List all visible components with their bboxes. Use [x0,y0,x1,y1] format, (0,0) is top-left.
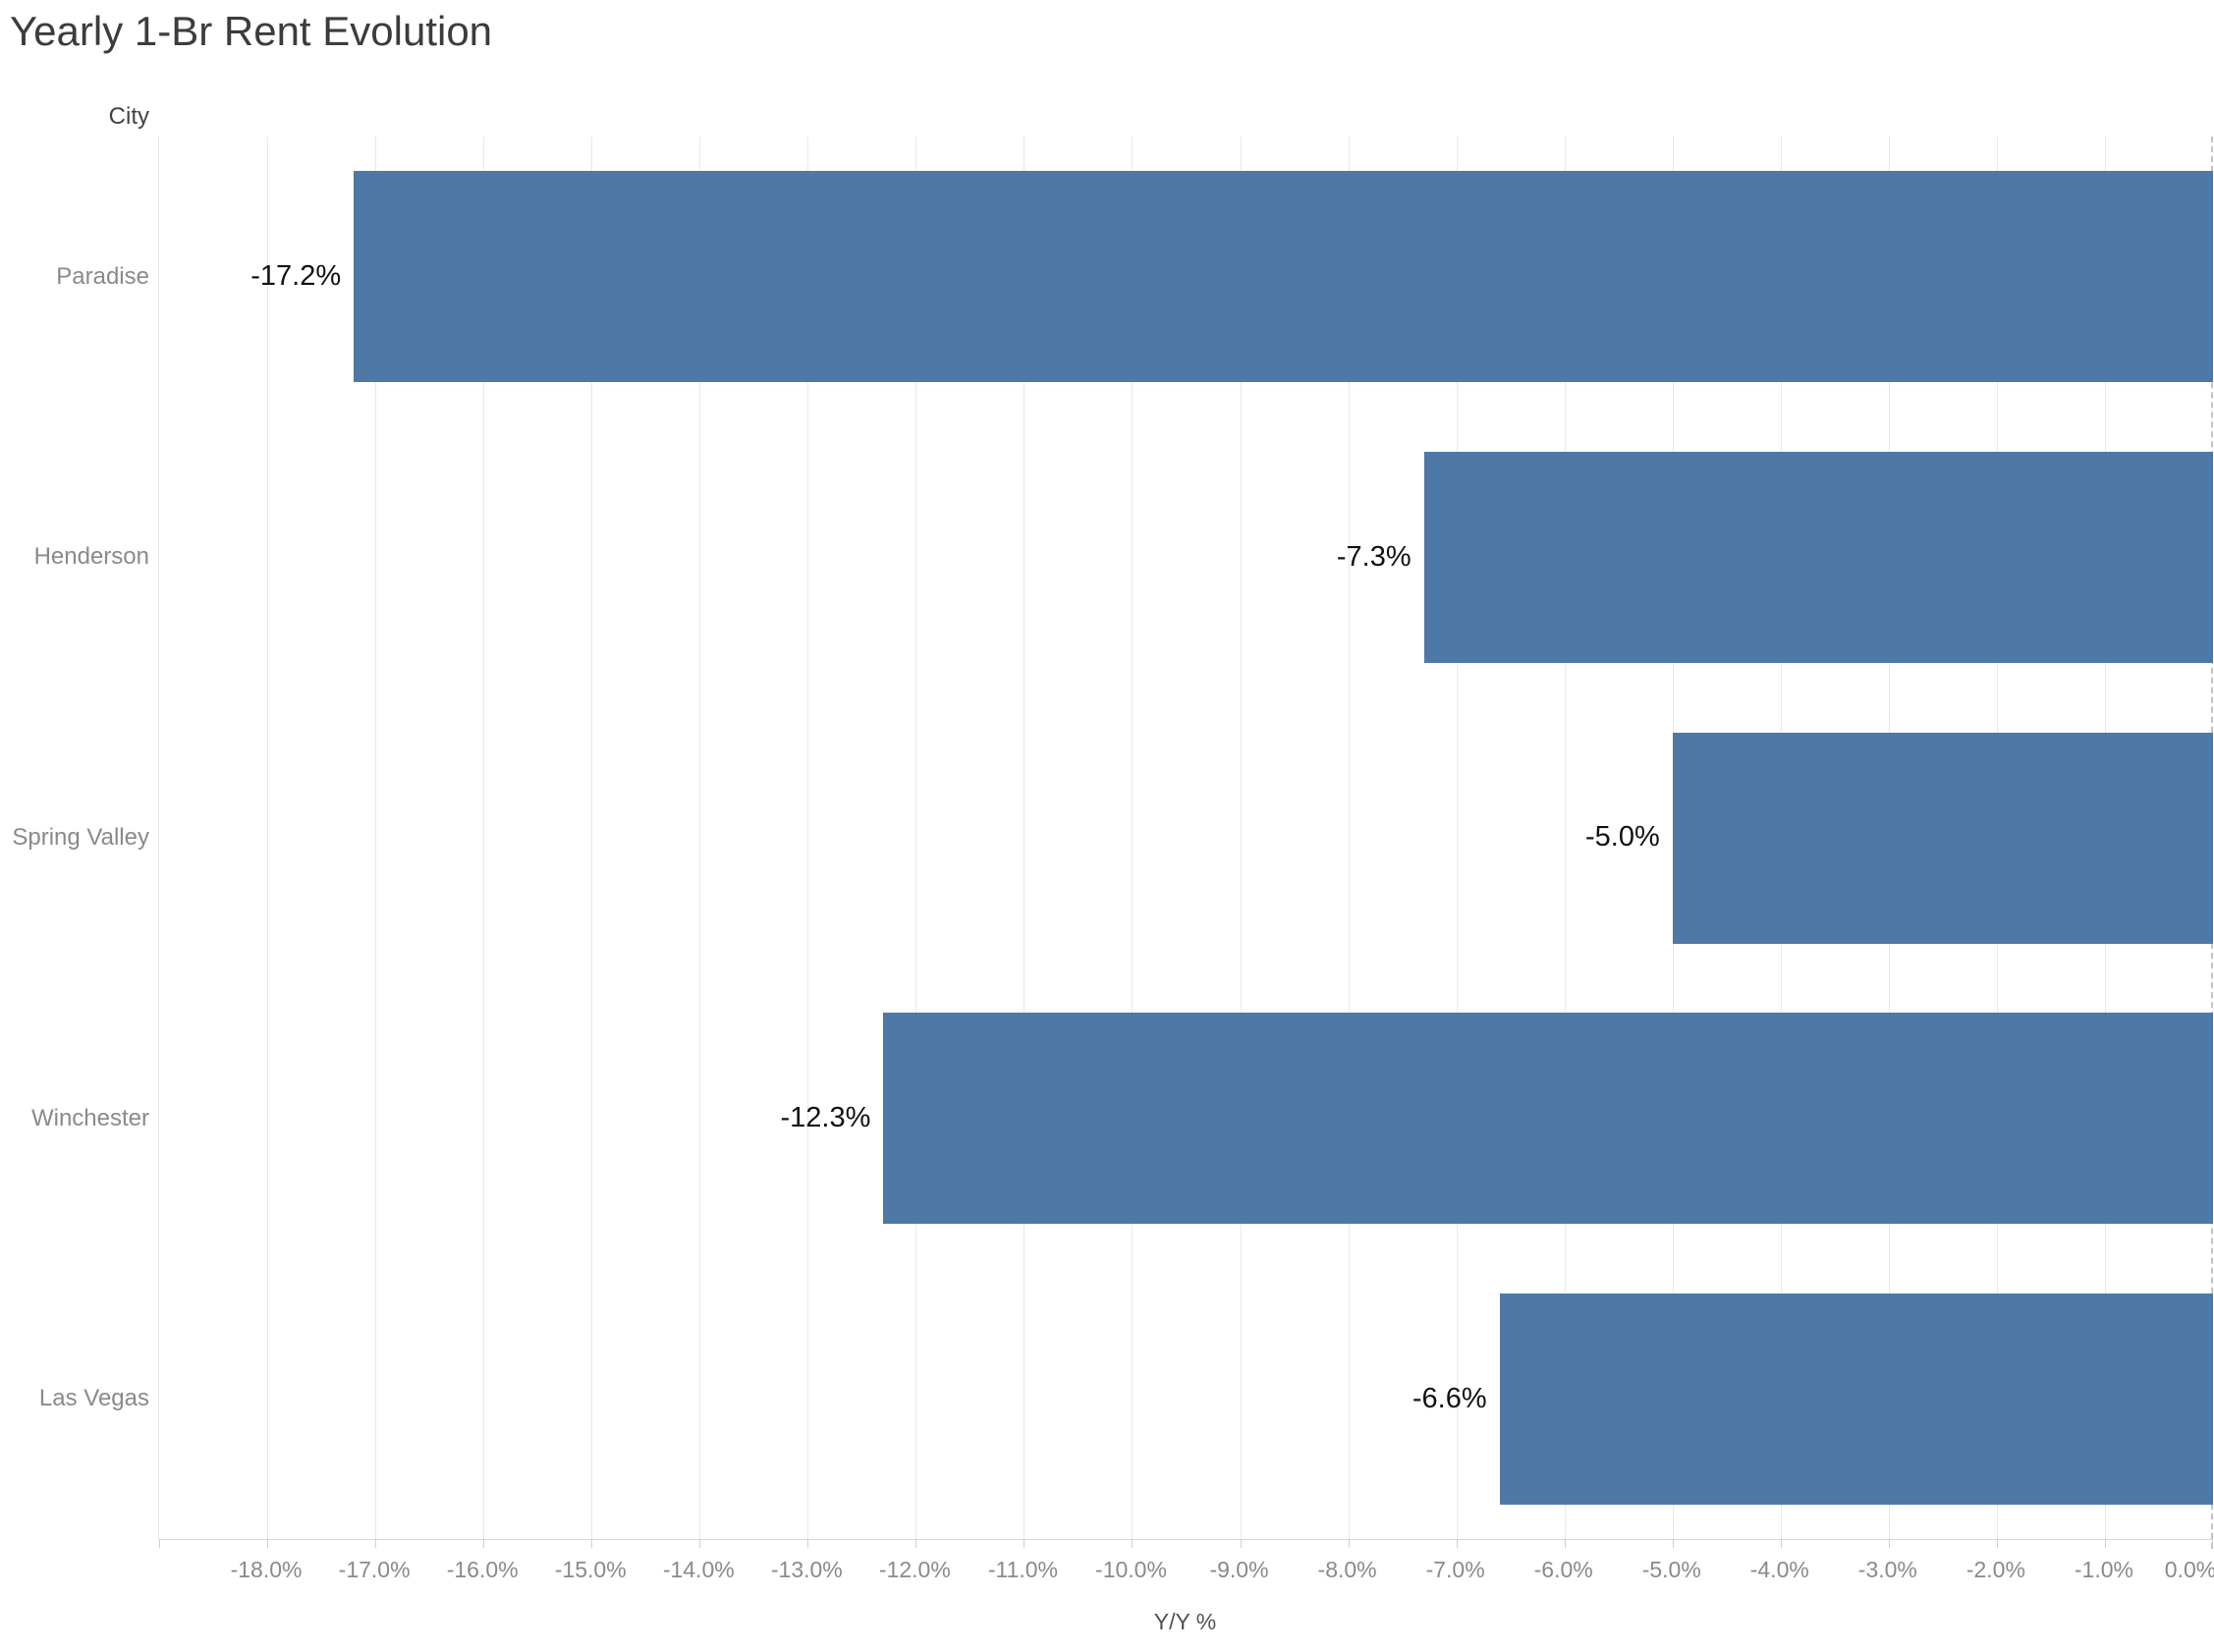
x-axis-tick-label: -10.0% [1095,1557,1167,1582]
bar-winchester[interactable] [883,1013,2213,1225]
gridline [1456,137,1458,1539]
x-axis-tick [1132,1539,1134,1548]
x-axis-tick-label: -3.0% [1857,1557,1917,1582]
bar-value-label: -5.0% [1584,821,1660,854]
x-axis-tick [375,1539,377,1548]
plot-area: -17.2% -7.3% -5.0% -12.3% -6.6% [158,137,2213,1549]
x-axis-tick-label: -11.0% [987,1557,1058,1582]
y-axis-labels: Paradise Henderson Spring Valley Winchester… [0,137,149,1539]
chart-title: Yearly 1-Br Rent Evolution [10,8,493,54]
x-axis-tick-label: -13.0% [770,1557,843,1582]
x-axis-tick-label: -6.0% [1533,1557,1593,1582]
x-axis-tick-label: -1.0% [2074,1557,2133,1582]
x-axis-tick [1888,1539,1890,1548]
bar-henderson[interactable] [1423,451,2213,663]
x-axis-tick [915,1539,917,1548]
x-axis-tick-label: -2.0% [1965,1557,2025,1582]
x-axis-tick [807,1539,809,1548]
x-axis-tick-label: -12.0% [878,1557,951,1582]
x-axis-labels: -18.0% -17.0% -16.0% -15.0% -14.0% -13.0% -12.… [158,1557,2214,1590]
gridline [1240,137,1242,1539]
bar-value-label: -12.3% [780,1102,871,1134]
gridline [483,137,485,1539]
bar-las-vegas[interactable] [1499,1293,2213,1505]
gridline [591,137,593,1539]
x-axis-tick [1996,1539,1998,1548]
x-axis-tick-label: -18.0% [230,1557,303,1582]
gridline [915,137,917,1539]
x-axis-tick [1240,1539,1242,1548]
bar-value-label: -7.3% [1336,540,1411,573]
x-axis-tick-label: -9.0% [1209,1557,1269,1582]
gridline [807,137,809,1539]
y-axis-category-label: Las Vegas [38,1385,149,1412]
x-axis-tick [1348,1539,1350,1548]
x-axis-tick [2104,1539,2106,1548]
bar-value-label: -6.6% [1411,1382,1487,1414]
x-axis-tick-label: -14.0% [662,1557,735,1582]
x-axis-tick-label: -7.0% [1425,1557,1485,1582]
x-axis-title: Y/Y % [1153,1609,1217,1634]
bar-spring-valley[interactable] [1672,732,2213,944]
x-axis-tick [1672,1539,1674,1548]
y-axis-category-label: Paradise [56,262,149,290]
x-axis-tick [1456,1539,1458,1548]
gridline [267,137,269,1539]
y-axis-category-label: Spring Valley [12,823,149,851]
y-axis-category-label: Winchester [30,1104,149,1131]
x-axis-tick-label: -8.0% [1317,1557,1377,1582]
x-axis-tick-label: -17.0% [338,1557,411,1582]
bar-value-label: -17.2% [250,260,342,293]
x-axis-tick [591,1539,593,1548]
x-axis-tick-label: -4.0% [1749,1557,1809,1582]
x-axis-tick-label: 0.0% [2164,1557,2214,1582]
bar-paradise[interactable] [354,171,2213,383]
gridline [1564,137,1566,1539]
y-axis-header: City [108,103,149,130]
gridline [1132,137,1134,1539]
x-axis-tick [483,1539,485,1548]
x-axis-tick [1564,1539,1566,1548]
x-axis-tick [159,1539,160,1548]
y-axis-category-label: Henderson [33,543,149,571]
gridline [375,137,377,1539]
x-axis-tick [1780,1539,1782,1548]
gridline [699,137,701,1539]
x-axis-tick-label: -15.0% [554,1557,627,1582]
x-axis-tick-label: -5.0% [1641,1557,1701,1582]
x-axis-tick-label: -16.0% [446,1557,519,1582]
x-axis-tick [699,1539,701,1548]
gridline [1348,137,1350,1539]
x-axis-tick [267,1539,269,1548]
